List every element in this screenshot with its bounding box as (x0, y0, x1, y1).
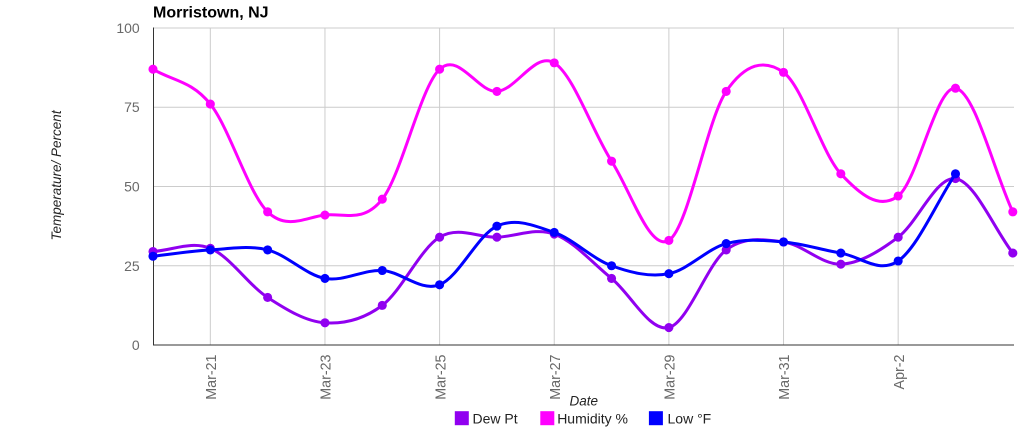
svg-text:Mar-29: Mar-29 (663, 354, 679, 399)
svg-text:Mar-23: Mar-23 (319, 354, 335, 399)
svg-text:50: 50 (124, 179, 140, 195)
svg-text:Humidity %: Humidity % (557, 410, 628, 426)
svg-text:Low °F: Low °F (668, 410, 712, 426)
svg-text:Mar-21: Mar-21 (204, 354, 220, 399)
svg-text:Dew Pt: Dew Pt (473, 410, 518, 426)
svg-text:25: 25 (124, 258, 140, 274)
svg-text:Date: Date (570, 394, 599, 409)
svg-text:Mar-31: Mar-31 (777, 354, 793, 399)
svg-text:Mar-27: Mar-27 (548, 354, 564, 399)
svg-text:Morristown, NJ: Morristown, NJ (153, 5, 269, 22)
svg-text:Apr-2: Apr-2 (892, 354, 908, 389)
svg-text:Mar-25: Mar-25 (433, 354, 449, 399)
svg-text:100: 100 (116, 20, 140, 36)
svg-text:0: 0 (132, 337, 140, 353)
svg-text:Temperature/ Percent: Temperature/ Percent (49, 109, 64, 240)
svg-text:75: 75 (124, 99, 140, 115)
